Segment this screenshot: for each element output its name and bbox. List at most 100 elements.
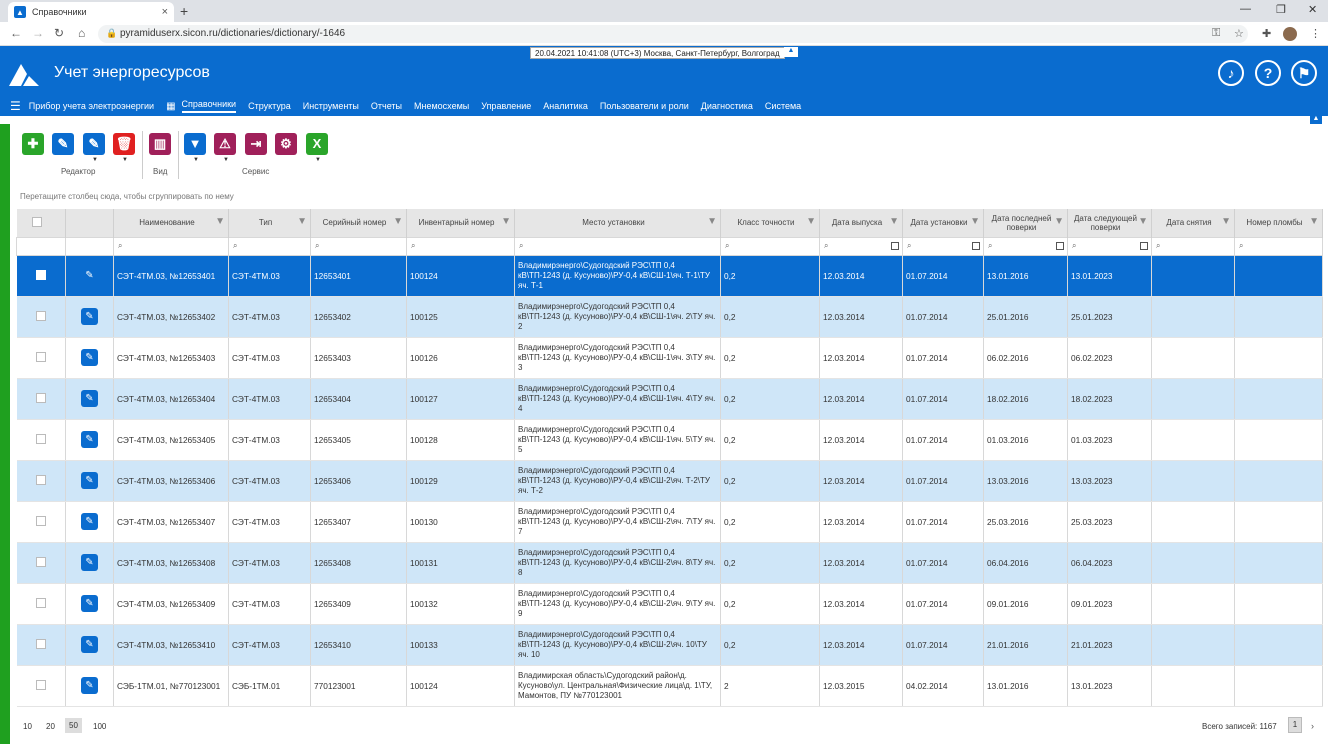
filter-accuracy-input[interactable]: ⌕ (720, 236, 820, 256)
menu-mnemonics[interactable]: Мнемосхемы (414, 101, 470, 111)
column-header-type[interactable]: Тип ▼ (228, 209, 311, 237)
row-select-cell[interactable] (16, 501, 66, 543)
row-edit-cell[interactable]: ✎ (65, 501, 114, 543)
row-edit-cell[interactable]: ✎ (65, 665, 114, 707)
table-row[interactable]: ✎ СЭТ-4ТМ.03, №12653404 СЭТ-4ТМ.03 12653404… (16, 378, 1323, 420)
filter-inventory-input[interactable]: ⌕ (406, 236, 515, 256)
column-header-inventory[interactable]: Инвентарный номер ▼ (406, 209, 515, 237)
row-select-cell[interactable] (16, 337, 66, 379)
export-dropdown-icon[interactable]: ▼ (315, 157, 321, 163)
next-page-icon[interactable]: › (1311, 721, 1314, 731)
maximize-icon[interactable]: ❐ (1276, 4, 1286, 16)
page-size-100[interactable]: 100 (93, 722, 107, 731)
row-edit-cell[interactable]: ✎ (65, 337, 114, 379)
row-select-cell[interactable] (16, 665, 66, 707)
filter-seal-input[interactable]: ⌕ (1234, 236, 1323, 256)
edit-pencil-icon[interactable]: ✎ (81, 431, 98, 448)
edit-pencil-icon[interactable]: ✎ (81, 595, 98, 612)
table-row[interactable]: ✎ СЭТ-4ТМ.03, №12653406 СЭТ-4ТМ.03 12653406… (16, 460, 1323, 502)
edit-pencil-icon[interactable]: ✎ (81, 308, 98, 325)
bulk-edit-button[interactable]: ✎ (83, 133, 105, 155)
row-select-cell[interactable] (16, 624, 66, 666)
row-checkbox[interactable] (35, 638, 46, 649)
row-edit-cell[interactable]: ✎ (65, 460, 114, 502)
row-checkbox[interactable] (35, 556, 46, 567)
row-checkbox[interactable] (35, 515, 46, 526)
close-tab-icon[interactable]: × (161, 6, 168, 18)
warning-dropdown-icon[interactable]: ▼ (223, 157, 229, 163)
column-header-next-check[interactable]: Дата следующей поверки ▼ (1067, 209, 1152, 237)
filter-funnel-icon[interactable]: ▼ (1138, 216, 1148, 227)
edit-pencil-icon[interactable]: ✎ (85, 270, 94, 281)
forward-icon[interactable]: → (32, 26, 44, 40)
row-select-cell[interactable] (16, 542, 66, 584)
calendar-icon[interactable] (891, 241, 899, 250)
delete-record-button[interactable]: 🗑 (113, 133, 135, 155)
browser-menu-icon[interactable]: ⋮ (1310, 28, 1321, 40)
collapse-panel-icon[interactable]: ▲ (1310, 115, 1322, 124)
filter-name-input[interactable]: ⌕ (113, 236, 229, 256)
menu-diagnostics[interactable]: Диагностика (700, 101, 753, 111)
row-select-cell[interactable] (16, 296, 66, 338)
row-edit-cell[interactable]: ✎ (65, 624, 114, 666)
table-row[interactable]: ✎ СЭТ-4ТМ.03, №12653401 СЭТ-4ТМ.03 12653401… (16, 255, 1323, 297)
row-edit-cell[interactable]: ✎ (65, 583, 114, 625)
edit-pencil-icon[interactable]: ✎ (81, 390, 98, 407)
key-icon[interactable]: ⚿ (1212, 27, 1221, 39)
row-edit-cell[interactable]: ✎ (65, 419, 114, 461)
column-header-place[interactable]: Место установки ▼ (514, 209, 721, 237)
column-header-made[interactable]: Дата выпуска ▼ (819, 209, 903, 237)
menu-system[interactable]: Система (764, 101, 802, 111)
apps-grid-icon[interactable]: ▦ (166, 100, 176, 112)
column-header-last-check[interactable]: Дата последней поверки ▼ (983, 209, 1068, 237)
filter-funnel-icon[interactable]: ▼ (1221, 216, 1231, 227)
page-size-10[interactable]: 10 (23, 722, 32, 731)
filter-last-check-input[interactable]: ⌕ (983, 236, 1068, 256)
menu-structure[interactable]: Структура (248, 101, 291, 111)
calendar-icon[interactable] (972, 241, 980, 250)
filter-funnel-icon[interactable]: ▼ (297, 216, 307, 227)
edit-pencil-icon[interactable]: ✎ (81, 677, 98, 694)
edit-pencil-icon[interactable]: ✎ (81, 349, 98, 366)
transfer-button[interactable]: ⇥ (245, 133, 267, 155)
table-row[interactable]: ✎ СЭТ-4ТМ.03, №12653408 СЭТ-4ТМ.03 12653408… (16, 542, 1323, 584)
warning-button[interactable]: ⚠ (214, 133, 236, 155)
table-row[interactable]: ✎ СЭТ-4ТМ.03, №12653410 СЭТ-4ТМ.03 12653410… (16, 624, 1323, 666)
table-row[interactable]: ✎ СЭТ-4ТМ.03, №12653407 СЭТ-4ТМ.03 12653407… (16, 501, 1323, 543)
bookmark-star-icon[interactable]: ☆ (1234, 28, 1244, 40)
filter-serial-input[interactable]: ⌕ (310, 236, 407, 256)
close-window-icon[interactable]: ✕ (1308, 4, 1318, 16)
menu-dictionaries[interactable]: Справочники (181, 99, 237, 113)
filter-funnel-icon[interactable]: ▼ (889, 216, 899, 227)
filter-funnel-icon[interactable]: ▼ (707, 216, 717, 227)
datetime-collapse-icon[interactable]: ▲ (784, 47, 798, 57)
row-checkbox[interactable] (35, 679, 46, 690)
filter-button[interactable]: ▼ (184, 133, 206, 155)
bulk-edit-dropdown-icon[interactable]: ▼ (92, 157, 98, 163)
notifications-bell-icon[interactable]: ♪ (1218, 60, 1244, 86)
edit-pencil-icon[interactable]: ✎ (81, 472, 98, 489)
filter-next-check-input[interactable]: ⌕ (1067, 236, 1152, 256)
calendar-icon[interactable] (1056, 241, 1064, 250)
menu-tools[interactable]: Инструменты (302, 101, 359, 111)
new-tab-icon[interactable]: + (180, 3, 189, 19)
delete-dropdown-icon[interactable]: ▼ (122, 157, 128, 163)
select-all-checkbox[interactable] (31, 216, 42, 227)
table-row[interactable]: ✎ СЭТ-4ТМ.03, №12653402 СЭТ-4ТМ.03 12653402… (16, 296, 1323, 338)
filter-funnel-icon[interactable]: ▼ (1309, 216, 1319, 227)
settings-gear-icon[interactable]: ⚙ (275, 133, 297, 155)
reload-icon[interactable]: ↻ (54, 26, 65, 40)
page-size-50[interactable]: 50 (65, 718, 82, 733)
page-size-20[interactable]: 20 (46, 722, 55, 731)
filter-installed-input[interactable]: ⌕ (902, 236, 984, 256)
calendar-icon[interactable] (1140, 241, 1148, 250)
menu-reports[interactable]: Отчеты (370, 101, 403, 111)
filter-made-input[interactable]: ⌕ (819, 236, 903, 256)
menu-users-roles[interactable]: Пользователи и роли (599, 101, 689, 111)
filter-funnel-icon[interactable]: ▼ (393, 216, 403, 227)
filter-funnel-icon[interactable]: ▼ (970, 216, 980, 227)
table-row[interactable]: ✎ СЭТ-4ТМ.03, №12653405 СЭТ-4ТМ.03 12653405… (16, 419, 1323, 461)
edit-record-button[interactable]: ✎ (52, 133, 74, 155)
row-edit-cell[interactable]: ✎ (65, 255, 114, 297)
menu-device[interactable]: Прибор учета электроэнергии (28, 101, 155, 111)
